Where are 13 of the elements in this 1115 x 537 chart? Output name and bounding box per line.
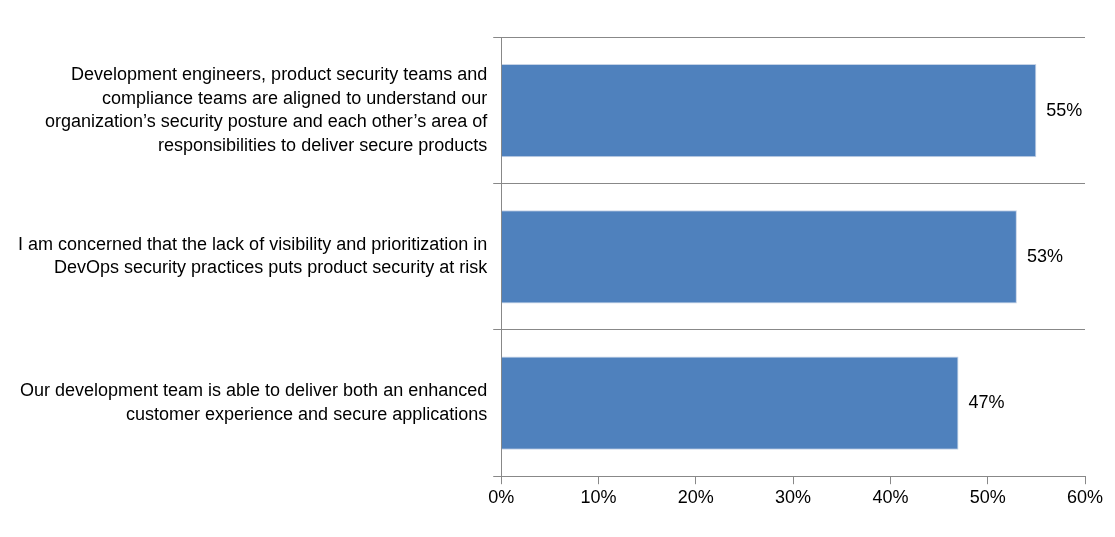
x-tick-label: 20% [677,486,714,507]
x-tick-label: 10% [580,486,617,507]
x-tick-label: 50% [969,486,1006,507]
x-tick-label: 30% [775,486,812,507]
data-label: 53% [1026,245,1063,266]
y-tick-label: I am concerned that the lack of visibility and prioritization in DevOps security practices puts product security at risk [18,234,489,278]
y-tick-label: Our development team is able to deliver both an enhanced customer experience and secure applications [19,380,488,424]
x-tick-label: 60% [1066,486,1104,507]
data-label: 47% [968,392,1005,413]
x-tick-label: 0% [488,486,515,507]
y-tick-label: Development engineers, product security teams and compliance teams are aligned to understand our organization’s security posture and each other’s area of responsibilities to deliver secure products [44,64,489,155]
data-label: 55% [1046,99,1083,120]
x-tick-label: 40% [872,486,909,507]
